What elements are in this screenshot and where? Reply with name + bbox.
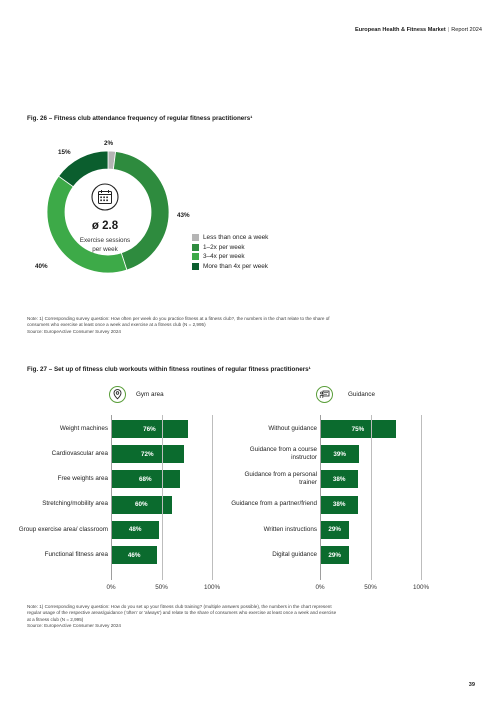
gym-area-category-label: Group exercise area/ classroom bbox=[18, 525, 108, 533]
gym-area-bar-value: 60% bbox=[134, 501, 148, 509]
legend-label: 1–2x per week bbox=[203, 243, 245, 251]
page-number: 39 bbox=[468, 682, 475, 688]
guidance-bar: 29% bbox=[320, 546, 350, 564]
gym-area-x-tick-label: 100% bbox=[204, 584, 221, 591]
donut-label-less-than-once: 2% bbox=[104, 140, 114, 147]
gym-area-category-label: Weight machines bbox=[59, 424, 108, 432]
gym-area-category-label: Functional fitness area bbox=[44, 550, 108, 558]
note-line: regular usage of the respective areas/gu… bbox=[27, 610, 337, 616]
guidance-gridline bbox=[421, 415, 422, 580]
guidance-category-label: Guidance from a personal trainer bbox=[244, 470, 317, 487]
average-sessions-value: ø 2.8 bbox=[91, 220, 119, 232]
legend-swatch bbox=[192, 263, 199, 271]
note-line: consumers who exercise at least once a w… bbox=[27, 322, 206, 328]
fig27-title: Fig. 27 – Set up of fitness club workout… bbox=[27, 366, 311, 373]
legend-swatch bbox=[192, 243, 199, 251]
legend-item-more-than-four: More than 4x per week bbox=[192, 262, 268, 272]
guidance-axis-line bbox=[320, 415, 321, 580]
report-header: European Health & Fitness Market | Report … bbox=[355, 27, 482, 33]
donut-label-one-two: 43% bbox=[177, 212, 190, 219]
guidance-gridline bbox=[370, 415, 372, 580]
report-year: Report 2024 bbox=[451, 27, 482, 33]
guidance-bar-value: 39% bbox=[333, 450, 346, 458]
guidance-bar: 38% bbox=[320, 470, 359, 489]
caption-line-1: Exercise sessions bbox=[79, 237, 131, 244]
note-line: Source: EuropeActive Consumer Survey 202… bbox=[27, 622, 121, 628]
trainer-board-icon bbox=[316, 386, 333, 403]
donut-chart bbox=[46, 150, 170, 274]
report-name: European Health & Fitness Market bbox=[354, 27, 446, 33]
guidance-category-label: Written instructions bbox=[263, 525, 317, 533]
note-line: Note: 1) Corresponding survey question: … bbox=[27, 316, 330, 321]
guidance-x-tick-label: 0% bbox=[315, 584, 325, 591]
guidance-bar-value: 29% bbox=[328, 526, 341, 534]
guidance-bar: 39% bbox=[320, 445, 360, 464]
location-pin-icon bbox=[109, 386, 126, 403]
legend-item-three-four: 3–4x per week bbox=[192, 252, 268, 262]
guidance-category-label: Guidance from a course instructor bbox=[249, 445, 317, 462]
guidance-bar-value: 38% bbox=[332, 501, 346, 509]
gym-area-category-label: Free weights area bbox=[57, 475, 108, 483]
legend-label: More than 4x per week bbox=[203, 263, 269, 271]
guidance-bar: 75% bbox=[320, 420, 396, 438]
fig26-note: Note: 1) Corresponding survey question: … bbox=[27, 316, 447, 335]
gym-area-x-tick-label: 50% bbox=[155, 584, 168, 591]
guidance-heading: Guidance bbox=[348, 391, 375, 398]
fig26-title: Fig. 26 – Fitness club attendance freque… bbox=[27, 115, 253, 122]
gym-area-bar-value: 72% bbox=[141, 450, 154, 458]
gym-area-gridline bbox=[212, 415, 213, 580]
gym-area-bar: 68% bbox=[111, 470, 180, 489]
gym-area-bar: 60% bbox=[111, 495, 172, 514]
guidance-bar: 38% bbox=[320, 495, 359, 514]
legend-label: 3–4x per week bbox=[203, 253, 245, 261]
gym-area-axis-line bbox=[111, 415, 112, 580]
gym-area-heading: Gym area bbox=[136, 391, 164, 398]
average-sessions-caption: Exercise sessions per week bbox=[70, 236, 140, 254]
guidance-category-label: Guidance from a partner/friend bbox=[231, 500, 317, 508]
note-line: Note: 1) Corresponding survey question: … bbox=[27, 604, 332, 609]
gym-area-bar-value: 68% bbox=[139, 475, 152, 483]
donut-slice-more-than-four bbox=[58, 150, 109, 188]
gym-area-category-label: Stretching/mobility area bbox=[42, 500, 108, 508]
gym-area-bar: 76% bbox=[111, 420, 188, 438]
note-line: Source: EuropeActive Consumer Survey 202… bbox=[27, 328, 121, 334]
gym-area-category-label: Cardiovascular area bbox=[51, 449, 108, 457]
gym-area-bar-value: 46% bbox=[127, 551, 141, 559]
gym-area-bar-value: 48% bbox=[128, 526, 142, 534]
gym-area-bar: 46% bbox=[111, 546, 158, 564]
guidance-x-tick-label: 100% bbox=[413, 584, 430, 591]
guidance-x-tick-label: 50% bbox=[364, 584, 377, 591]
guidance-bar-value: 29% bbox=[328, 551, 341, 559]
guidance-bar: 29% bbox=[320, 520, 350, 539]
gym-area-bar-value: 76% bbox=[143, 425, 156, 433]
header-separator: | bbox=[447, 27, 450, 33]
caption-line-2: per week bbox=[92, 246, 118, 253]
gym-area-bar: 48% bbox=[111, 520, 160, 539]
gym-area-bar: 72% bbox=[111, 445, 184, 464]
legend-item-less-than-once: Less than once a week bbox=[192, 233, 268, 243]
guidance-bar-value: 75% bbox=[351, 425, 365, 433]
gym-area-x-tick-label: 0% bbox=[106, 584, 116, 591]
legend-swatch bbox=[192, 253, 199, 261]
calendar-icon bbox=[91, 183, 119, 216]
guidance-bar-value: 38% bbox=[332, 475, 346, 483]
donut-label-more-than-four: 15% bbox=[58, 149, 71, 156]
legend-swatch bbox=[192, 234, 199, 242]
donut-legend: Less than once a week 1–2x per week 3–4x… bbox=[192, 233, 268, 271]
guidance-category-label: Without guidance bbox=[268, 424, 317, 432]
fig27-note: Note: 1) Corresponding survey question: … bbox=[27, 604, 447, 629]
donut-label-three-four: 40% bbox=[35, 263, 48, 270]
legend-item-one-two: 1–2x per week bbox=[192, 243, 268, 253]
guidance-category-label: Digital guidance bbox=[272, 550, 317, 558]
legend-label: Less than once a week bbox=[203, 234, 269, 242]
gym-area-gridline bbox=[161, 415, 163, 580]
note-line: at a fitness club (N = 2,995) bbox=[27, 616, 84, 622]
